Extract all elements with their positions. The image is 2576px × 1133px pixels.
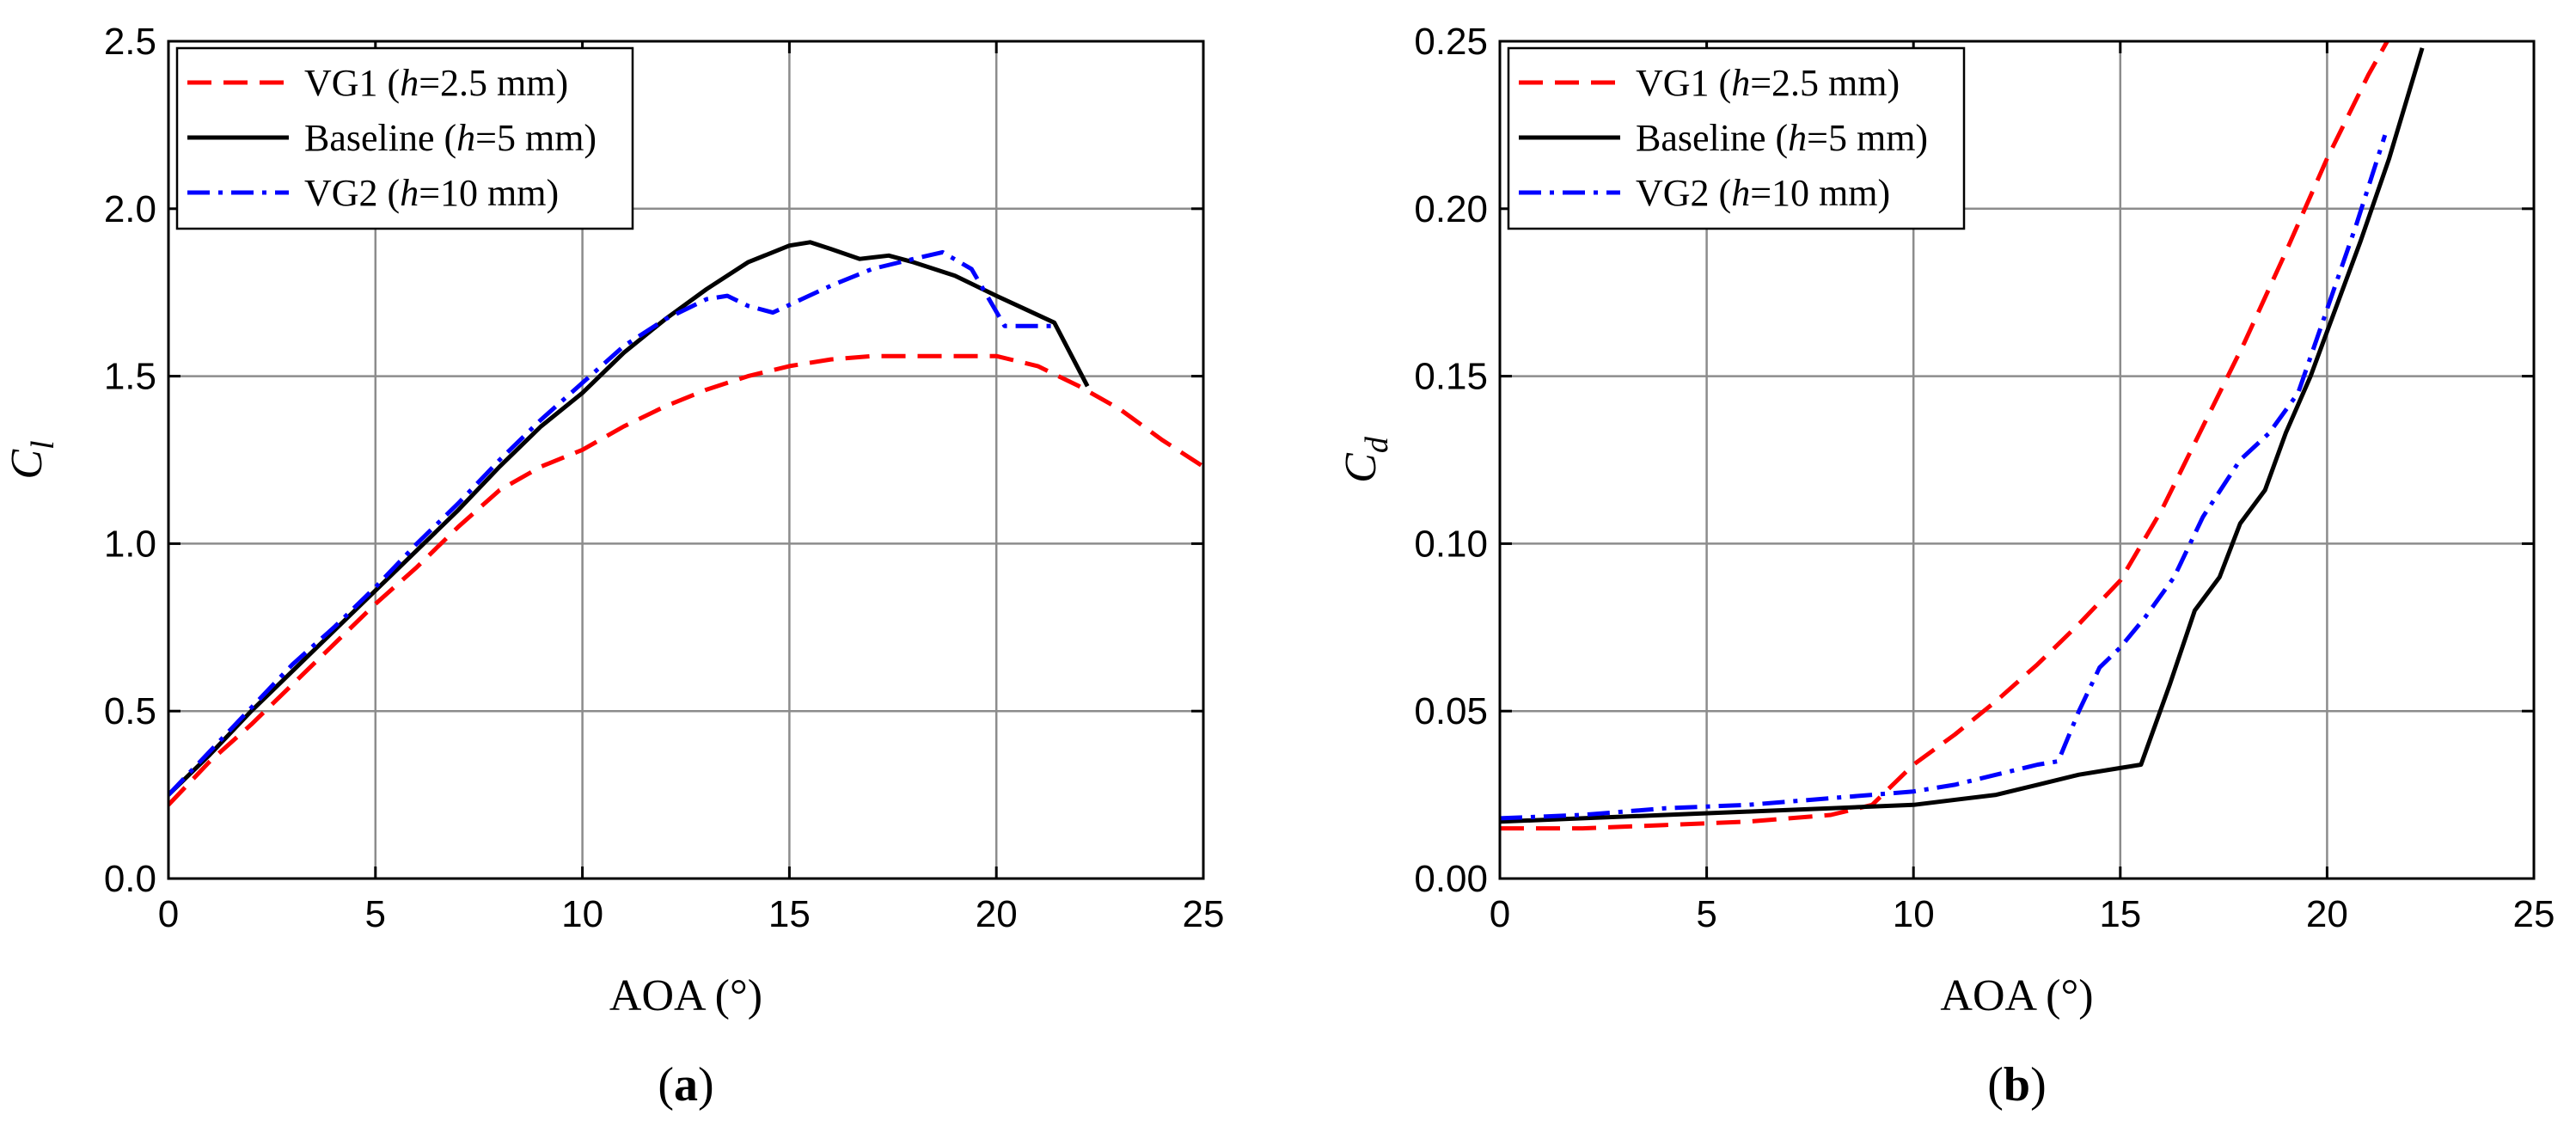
x-tick-label: 20 (976, 893, 1018, 935)
x-tick-label: 20 (2306, 893, 2348, 935)
series-line-vg2 (1500, 134, 2388, 821)
series-line-vg1 (1500, 41, 2390, 831)
y-axis-label: Cl (3, 440, 61, 479)
panel-label-letter: a (674, 1058, 698, 1112)
y-tick-label: 1.0 (104, 523, 156, 565)
x-tick-label: 0 (158, 893, 179, 935)
x-tick-label: 25 (2513, 893, 2555, 935)
y-tick-label: 1.5 (104, 356, 156, 398)
x-axis-label: AOA (°) (1940, 971, 2093, 1020)
series-line-baseline (1500, 47, 2425, 824)
legend-entry-suffix: =10 mm) (419, 172, 559, 214)
y-axis-label-subscript: d (1359, 436, 1395, 453)
y-axis-label-main: C (1337, 452, 1386, 483)
panel-label-open: ( (658, 1058, 674, 1112)
legend-entry-suffix: =5 mm) (1807, 117, 1928, 159)
legend-entry-baseline: Baseline (h=5 mm) (304, 117, 597, 159)
series-line-vg1 (168, 353, 1203, 807)
panel-label-open: ( (1987, 1058, 2004, 1112)
y-tick-label: 0.05 (1414, 690, 1488, 732)
legend-entry-prefix: Baseline ( (304, 117, 456, 159)
panel-label-close: ) (2030, 1058, 2047, 1112)
plot-frame (1498, 40, 2536, 880)
y-tick-label: 0.0 (104, 858, 156, 900)
legend-entry-prefix: VG2 ( (304, 172, 400, 214)
legend-entry-prefix: VG1 ( (1636, 62, 1731, 104)
plot-frame (167, 40, 1205, 880)
x-tick-label: 0 (1490, 893, 1510, 935)
series-line-baseline (168, 240, 1090, 797)
y-tick-label: 0.10 (1414, 523, 1488, 565)
legend-entry-var: h (400, 62, 419, 104)
x-tick-label: 10 (561, 893, 603, 935)
y-tick-label: 2.0 (104, 188, 156, 230)
series-line-vg2 (168, 249, 1055, 797)
x-tick-label: 10 (1893, 893, 1935, 935)
legend-entry-prefix: VG2 ( (1636, 172, 1731, 214)
y-axis-label-main: C (3, 449, 52, 480)
legend-entry-var: h (400, 172, 419, 214)
panel-label-letter: b (2004, 1058, 2030, 1112)
chart-panel-b: 0 5 10 15 20 25 0.00 0.05 0.10 0.15 0.20 0.25 AOA (°… (1337, 21, 2555, 1112)
legend-entry-var: h (456, 117, 475, 159)
legend-entry-suffix: =10 mm) (1750, 172, 1890, 214)
panel-label-close: ) (698, 1058, 714, 1112)
legend: VG1 (h=2.5 mm)Baseline (h=5 mm)VG2 (h=10… (1507, 46, 1966, 230)
chart-panel-a: 0 5 10 15 20 25 0.0 0.5 1.0 1.5 2.0 2.5 AOA (°) Cl (a)… (3, 21, 1224, 1112)
y-axis-label-subscript: l (25, 440, 61, 450)
legend-entry-prefix: Baseline ( (1636, 117, 1788, 159)
legend-entry-vg1: VG1 (h=2.5 mm) (1636, 62, 1900, 104)
y-tick-label: 2.5 (104, 21, 156, 63)
legend-entry-baseline: Baseline (h=5 mm) (1636, 117, 1928, 159)
y-axis-label: Cd (1337, 436, 1395, 483)
legend-entry-suffix: =2.5 mm) (419, 62, 568, 104)
legend-entry-suffix: =2.5 mm) (1750, 62, 1900, 104)
y-tick-label: 0.00 (1414, 858, 1488, 900)
legend-entry-vg2: VG2 (h=10 mm) (304, 172, 559, 214)
legend-entry-vg1: VG1 (h=2.5 mm) (304, 62, 568, 104)
legend-entry-var: h (1788, 117, 1807, 159)
legend: VG1 (h=2.5 mm)Baseline (h=5 mm)VG2 (h=10… (175, 46, 634, 230)
legend-entry-suffix: =5 mm) (475, 117, 597, 159)
legend-entry-vg2: VG2 (h=10 mm) (1636, 172, 1890, 214)
x-tick-label: 15 (2099, 893, 2141, 935)
panel-label: (a) (658, 1058, 713, 1112)
x-tick-label: 15 (768, 893, 811, 935)
x-tick-label: 25 (1183, 893, 1225, 935)
y-tick-label: 0.20 (1414, 188, 1488, 230)
series-group (1500, 41, 2425, 831)
series-group (168, 240, 1203, 807)
x-tick-label: 5 (1696, 893, 1716, 935)
x-axis-label: AOA (°) (609, 971, 762, 1020)
panel-label: (b) (1987, 1058, 2046, 1112)
x-tick-label: 5 (365, 893, 386, 935)
legend-entry-var: h (1731, 62, 1750, 104)
y-tick-label: 0.5 (104, 690, 156, 732)
legend-entry-var: h (1731, 172, 1750, 214)
y-tick-label: 0.15 (1414, 356, 1488, 398)
y-tick-label: 0.25 (1414, 21, 1488, 63)
legend-entry-prefix: VG1 ( (304, 62, 400, 104)
